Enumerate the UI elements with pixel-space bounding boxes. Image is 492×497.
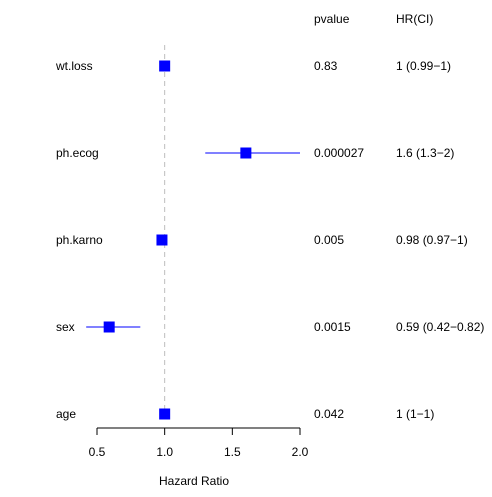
forest-row: sex 0.0015 0.59 (0.42−0.82) (56, 320, 484, 334)
row-label: wt.loss (55, 59, 93, 73)
x-axis-label: Hazard Ratio (159, 474, 229, 488)
row-label: ph.karno (56, 233, 103, 247)
x-tick-label: 0.5 (89, 445, 106, 459)
forest-row: wt.loss 0.83 1 (0.99−1) (55, 59, 451, 73)
hr-point (159, 408, 171, 420)
pvalue-text: 0.0015 (314, 320, 351, 334)
x-tick-label: 1.0 (156, 445, 173, 459)
rows-layer: wt.loss 0.83 1 (0.99−1) ph.ecog 0.000027 1.6 … (55, 59, 484, 421)
row-label: ph.ecog (56, 146, 99, 160)
x-tick-label: 1.5 (224, 445, 241, 459)
x-ticks: 0.5 1.0 1.5 2.0 (89, 428, 309, 459)
hr-point (240, 147, 252, 159)
hr-ci-text: 1 (1−1) (396, 407, 434, 421)
forest-row: age 0.042 1 (1−1) (56, 407, 434, 421)
hr-ci-text: 1 (0.99−1) (396, 59, 451, 73)
pvalue-header: pvalue (314, 12, 350, 26)
hr-ci-text: 1.6 (1.3−2) (396, 146, 454, 160)
forest-row: ph.karno 0.005 0.98 (0.97−1) (56, 233, 468, 247)
hr-ci-header: HR(CI) (396, 12, 433, 26)
hr-point (159, 60, 171, 72)
row-label: sex (56, 320, 75, 334)
pvalue-text: 0.000027 (314, 146, 364, 160)
hr-point (156, 234, 168, 246)
hr-point (103, 321, 115, 333)
pvalue-text: 0.042 (314, 407, 344, 421)
pvalue-text: 0.005 (314, 233, 344, 247)
hr-ci-text: 0.59 (0.42−0.82) (396, 320, 484, 334)
forest-row: ph.ecog 0.000027 1.6 (1.3−2) (56, 146, 454, 160)
x-tick-label: 2.0 (292, 445, 309, 459)
hr-ci-text: 0.98 (0.97−1) (396, 233, 468, 247)
row-label: age (56, 407, 76, 421)
pvalue-text: 0.83 (314, 59, 338, 73)
